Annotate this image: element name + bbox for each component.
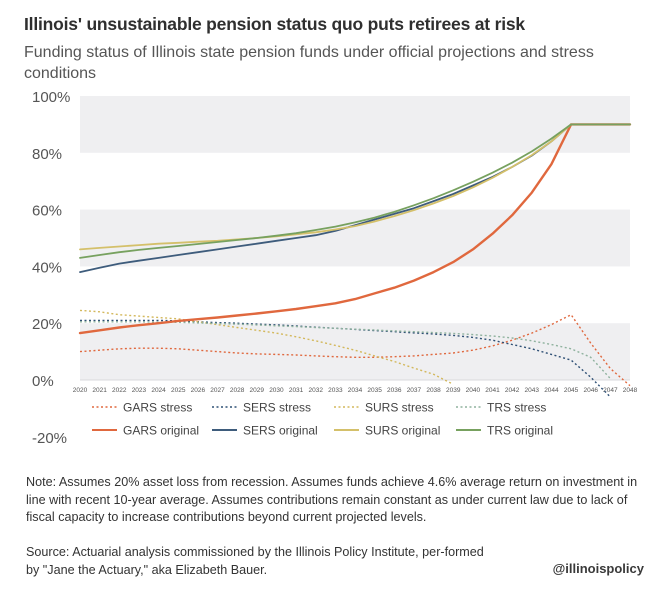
x-tick-label: 2039 xyxy=(446,387,461,394)
series-line-surs-original xyxy=(79,123,631,251)
x-tick-label: 2036 xyxy=(387,387,402,394)
legend-label: SURS stress xyxy=(365,401,434,415)
legend-label: GARS original xyxy=(123,424,199,438)
series-line-trs-original xyxy=(79,123,631,259)
x-tick-label: 2020 xyxy=(73,387,88,394)
y-tick-label: 80% xyxy=(32,146,62,163)
x-tick-label: 2024 xyxy=(151,387,166,394)
x-tick-label: 2026 xyxy=(191,387,206,394)
x-tick-label: 2047 xyxy=(603,387,618,394)
x-tick-label: 2038 xyxy=(426,387,441,394)
legend-label: SERS stress xyxy=(243,401,311,415)
x-tick-label: 2032 xyxy=(308,387,323,394)
x-tick-label: 2023 xyxy=(132,387,147,394)
series-line-gars-stress xyxy=(79,314,631,387)
series-line-gars-original xyxy=(78,123,632,335)
y-tick-label: 40% xyxy=(32,259,62,276)
x-tick-label: 2042 xyxy=(505,387,520,394)
grid-band xyxy=(80,323,630,380)
x-tick-label: 2030 xyxy=(269,387,284,394)
legend-label: SERS original xyxy=(243,424,318,438)
legend-label: TRS stress xyxy=(487,401,546,415)
y-tick-label: 0% xyxy=(32,373,54,390)
x-tick-label: 2048 xyxy=(623,387,638,394)
x-tick-label: 2046 xyxy=(583,387,598,394)
x-tick-label: 2045 xyxy=(564,387,579,394)
grid-band xyxy=(80,96,630,153)
x-tick-label: 2028 xyxy=(230,387,245,394)
x-tick-label: 2033 xyxy=(328,387,343,394)
brand-handle: @illinoispolicy xyxy=(552,561,644,576)
source-credit: Source: Actuarial analysis commissioned … xyxy=(26,545,484,577)
chart-subtitle: Funding status of Illinois state pension… xyxy=(24,44,594,82)
chart-title: Illinois' unsustainable pension status q… xyxy=(24,14,525,34)
x-tick-label: 2041 xyxy=(485,387,500,394)
y-tick-label: 20% xyxy=(32,316,62,333)
x-tick-label: 2025 xyxy=(171,387,186,394)
x-tick-label: 2044 xyxy=(544,387,559,394)
x-tick-label: 2027 xyxy=(210,387,225,394)
x-tick-label: 2029 xyxy=(250,387,265,394)
x-tick-label: 2037 xyxy=(407,387,422,394)
legend-label: TRS original xyxy=(487,424,553,438)
series-line-surs-stress xyxy=(79,309,454,385)
y-tick-label: 100% xyxy=(32,90,70,106)
pension-funding-chart: 100% 80% 60% 40% 20% 0% -20% 2020 2021 2022 2023 20… xyxy=(32,90,638,447)
grid-band xyxy=(80,209,630,267)
x-tick-label: 2031 xyxy=(289,387,304,394)
x-tick-label: 2043 xyxy=(525,387,540,394)
footnote: Note: Assumes 20% asset loss from recess… xyxy=(26,475,638,524)
series-line-trs-stress xyxy=(80,321,611,380)
x-tick-label: 2022 xyxy=(112,387,127,394)
y-tick-label: 60% xyxy=(32,203,62,220)
y-tick-label: -20% xyxy=(32,430,67,447)
legend-label: SURS original xyxy=(365,424,440,438)
x-tick-label: 2035 xyxy=(367,387,382,394)
x-tick-label: 2021 xyxy=(92,387,107,394)
x-tick-label: 2034 xyxy=(348,387,363,394)
legend-label: GARS stress xyxy=(123,401,192,415)
x-tick-label: 2040 xyxy=(466,387,481,394)
